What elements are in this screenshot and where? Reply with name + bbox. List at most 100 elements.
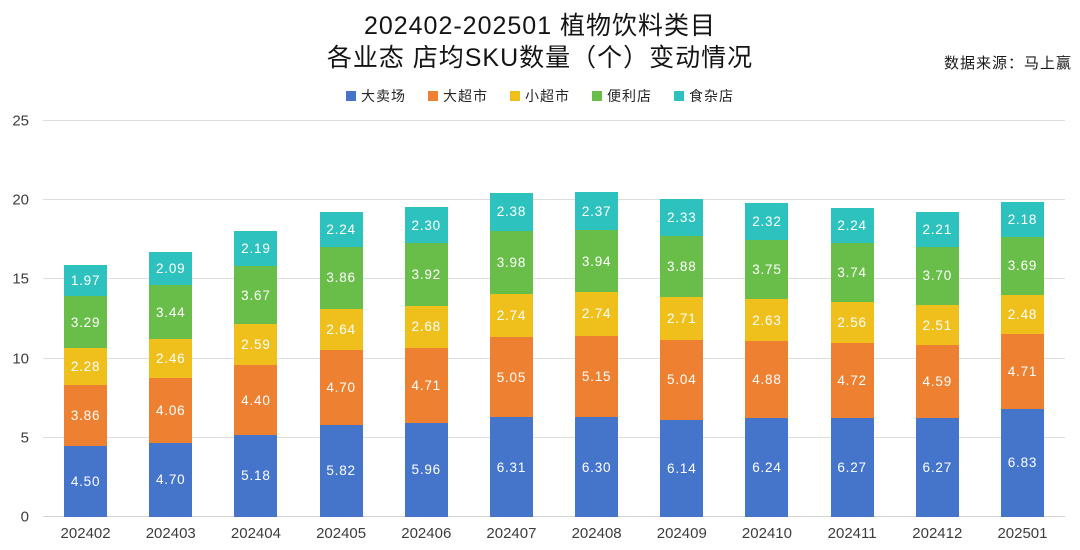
bar-segment: 2.56: [830, 302, 874, 343]
legend-item: 小超市: [510, 86, 570, 106]
bar-segment: 5.04: [660, 339, 704, 420]
bar-column: 6.27 4.72 2.56 3.74 2.24 202411: [810, 121, 895, 542]
bar-column: 5.18 4.40 2.59 3.67 2.19 202404: [213, 121, 298, 542]
bar-segment: 3.29: [64, 296, 108, 349]
bar-value-label: 2.24: [326, 222, 356, 238]
bar-value-label: 3.92: [411, 267, 441, 283]
bar-value-label: 3.86: [326, 270, 356, 286]
bar-value-label: 2.71: [667, 310, 697, 326]
bar-column: 4.70 4.06 2.46 3.44 2.09 202403: [128, 121, 213, 542]
legend-item: 便利店: [592, 86, 652, 106]
bar-segment: 5.18: [234, 434, 278, 517]
legend-swatch-icon: [510, 91, 520, 101]
bars-container: 4.50 3.86 2.28 3.29 1.97 202402 4.70 4.06 2.46 3.…: [43, 121, 1065, 542]
gridline: [43, 278, 1065, 280]
bar-value-label: 2.28: [70, 359, 101, 375]
y-tick-label: 10: [12, 350, 29, 368]
bar-value-label: 3.70: [922, 268, 953, 284]
x-tick-label: 202409: [656, 525, 707, 542]
bar-segment: 5.96: [404, 422, 448, 517]
bar-stack: 5.82 4.70 2.64 3.86 2.24: [319, 121, 363, 517]
bar-value-label: 6.83: [1007, 455, 1038, 471]
bar-value-label: 2.38: [496, 204, 527, 220]
bar-segment: 5.82: [319, 424, 363, 517]
bar-value-label: 4.40: [241, 392, 271, 408]
bar-segment: 3.94: [575, 229, 619, 293]
bar-segment: 4.06: [149, 378, 193, 443]
legend-item: 大卖场: [346, 86, 406, 106]
bar-segment: 4.70: [149, 442, 193, 517]
bar-segment: 2.19: [234, 231, 278, 267]
x-tick-label: 202411: [827, 525, 877, 542]
bar-segment: 2.51: [915, 305, 959, 345]
bar-value-label: 4.70: [326, 380, 356, 396]
bar-value-label: 3.44: [156, 304, 186, 320]
y-tick-label: 15: [12, 270, 29, 288]
bar-column: 6.27 4.59 2.51 3.70 2.21 202412: [895, 121, 980, 542]
gridline: [43, 436, 1065, 438]
bar-segment: 2.74: [489, 293, 533, 338]
bar-segment: 4.40: [234, 365, 278, 435]
bar-value-label: 3.88: [667, 258, 697, 274]
bar-value-label: 1.97: [70, 273, 101, 289]
x-tick-label: 202404: [230, 525, 281, 542]
bar-segment: 2.48: [1000, 294, 1044, 335]
legend-label: 小超市: [525, 88, 570, 104]
bar-value-label: 5.05: [496, 369, 527, 385]
bar-segment: 2.28: [64, 348, 108, 385]
bar-value-label: 2.30: [411, 217, 441, 233]
bar-segment: 3.69: [1000, 236, 1044, 295]
x-tick-label: 202501: [997, 525, 1048, 542]
bar-column: 6.83 4.71 2.48 3.69 2.18 202501: [980, 121, 1065, 542]
bar-segment: 3.98: [489, 230, 533, 294]
y-tick-label: 0: [20, 508, 29, 526]
bar-segment: 2.38: [489, 192, 533, 231]
bar-value-label: 4.72: [837, 372, 867, 388]
bar-value-label: 4.70: [156, 472, 186, 488]
bar-segment: 3.92: [404, 243, 448, 306]
bar-segment: 4.71: [1000, 334, 1044, 409]
bar-segment: 4.72: [830, 342, 874, 418]
bar-value-label: 3.29: [70, 314, 101, 330]
bar-value-label: 6.24: [752, 460, 782, 476]
bar-value-label: 3.98: [496, 254, 527, 270]
bar-column: 5.96 4.71 2.68 3.92 2.30 202406: [384, 121, 469, 542]
bar-value-label: 4.06: [156, 402, 186, 418]
legend-swatch-icon: [592, 91, 602, 101]
bar-value-label: 2.74: [581, 306, 612, 322]
bar-stack: 6.30 5.15 2.74 3.94 2.37: [575, 121, 619, 517]
data-source-label: 数据来源：马上赢: [943, 55, 1072, 72]
bar-column: 6.31 5.05 2.74 3.98 2.38 202407: [469, 121, 554, 542]
bar-segment: 2.63: [745, 299, 789, 341]
bar-segment: 4.88: [745, 340, 789, 419]
bar-segment: 6.31: [489, 417, 533, 517]
bar-stack: 6.27 4.72 2.56 3.74 2.24: [830, 121, 874, 517]
bar-column: 6.14 5.04 2.71 3.88 2.33 202409: [639, 121, 724, 542]
bar-value-label: 4.88: [752, 372, 782, 388]
y-tick-label: 20: [12, 191, 29, 209]
bar-segment: 3.86: [319, 247, 363, 309]
bar-value-label: 2.48: [1007, 307, 1038, 323]
x-tick-label: 202405: [316, 525, 367, 542]
bar-stack: 4.70 4.06 2.46 3.44 2.09: [149, 121, 193, 517]
legend-swatch-icon: [346, 91, 356, 101]
bar-segment: 6.27: [915, 417, 959, 517]
y-tick-label: 25: [12, 112, 29, 130]
legend-item: 大超市: [428, 86, 488, 106]
bar-stack: 6.31 5.05 2.74 3.98 2.38: [489, 121, 533, 517]
bar-stack: 6.83 4.71 2.48 3.69 2.18: [1000, 121, 1044, 517]
bar-segment: 2.74: [575, 292, 619, 336]
bar-value-label: 2.09: [156, 260, 186, 276]
bar-value-label: 2.37: [581, 203, 612, 219]
legend-item: 食杂店: [674, 86, 734, 106]
bar-value-label: 6.14: [667, 460, 697, 476]
bar-segment: 6.30: [575, 417, 619, 517]
bar-value-label: 2.21: [922, 221, 953, 237]
bar-value-label: 2.74: [496, 307, 527, 323]
bar-value-label: 3.86: [70, 407, 101, 423]
bar-value-label: 5.82: [326, 463, 356, 479]
legend-swatch-icon: [674, 91, 684, 101]
bar-value-label: 2.64: [326, 321, 356, 337]
bar-segment: 3.74: [830, 243, 874, 303]
